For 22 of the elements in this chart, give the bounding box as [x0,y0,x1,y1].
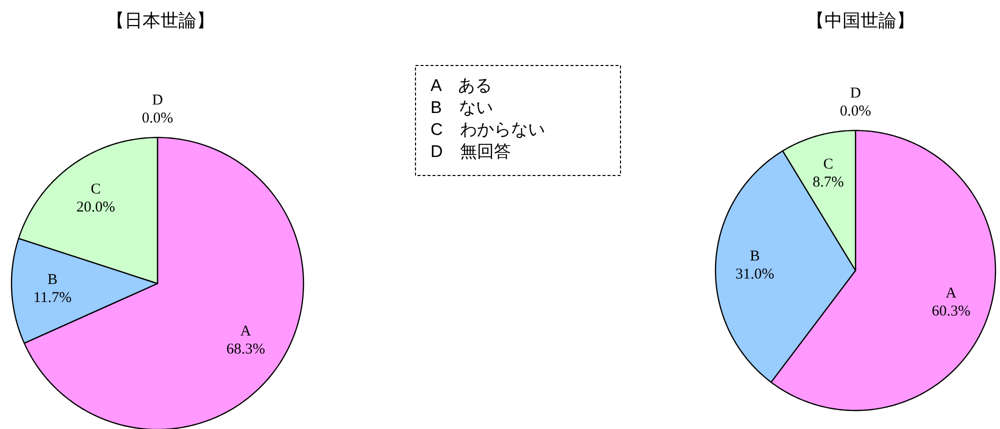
data-label: 11.7% [33,290,72,306]
data-label: 60.3% [932,304,970,320]
chart-title: 【日本世論】 [106,10,214,30]
text: 0.0% [142,110,174,126]
text: B ない [430,98,493,117]
slice-label: C [823,156,834,172]
text: C わからない [430,120,545,139]
slice-label: B [48,272,58,288]
slice-label: A [240,324,252,340]
text: D 無回答 [430,142,511,161]
category-label: D [152,92,163,108]
category-label: D [850,86,861,102]
text: 0.0% [840,104,872,120]
data-label: 68.3% [226,342,266,358]
slice-label: A [946,286,957,302]
data-label: 8.7% [812,174,844,190]
chart-title: 【中国世論】 [806,10,914,30]
data-label: 20.0% [76,199,116,216]
text: A ある [430,76,492,95]
slice-label: B [750,248,760,264]
slice-label: C [90,181,101,198]
data-label: 31.0% [735,266,774,282]
